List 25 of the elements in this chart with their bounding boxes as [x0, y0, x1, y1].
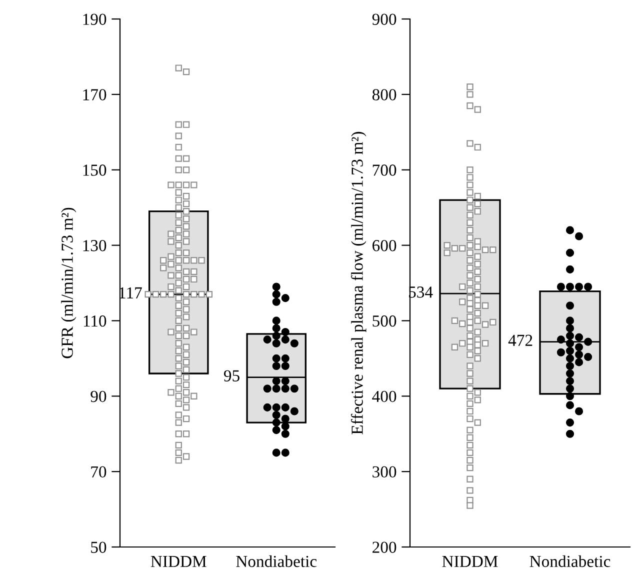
- y-tick-label: 400: [372, 390, 396, 402]
- y-tick-label: 700: [372, 164, 396, 176]
- y-tick-label: 110: [84, 315, 106, 327]
- annotation: 95: [224, 370, 240, 382]
- annotation: 472: [508, 334, 532, 346]
- x-tick-label: Nondiabetic: [236, 555, 317, 568]
- y-tick-label: 130: [83, 240, 106, 252]
- y-tick-label: 300: [372, 466, 396, 478]
- y-tick-label: 800: [372, 89, 396, 100]
- y-tick-label: 70: [91, 466, 106, 478]
- y-tick-label: 150: [83, 164, 106, 176]
- y-tick-label: 170: [83, 89, 106, 100]
- x-tick-label: NIDDM: [442, 556, 498, 567]
- annotation: 117: [119, 287, 142, 298]
- x-tick-label: NIDDM: [150, 556, 206, 567]
- y-tick-label: 200: [372, 542, 396, 553]
- y-tick-label: 900: [372, 14, 396, 25]
- x-tick-label: Nondiabetic: [530, 555, 610, 568]
- y-tick-label: 500: [372, 315, 396, 327]
- y-tick-label: 600: [372, 240, 396, 252]
- y-tick-label: 190: [83, 14, 106, 25]
- y-tick-label: 90: [90, 390, 106, 402]
- y-axis-title: GFR (ml/min/1.73 m²): [61, 208, 76, 358]
- y-axis-title: Effective renal plasma flow (ml/min/1.73 m²): [350, 132, 366, 434]
- y-tick-label: 50: [91, 542, 106, 553]
